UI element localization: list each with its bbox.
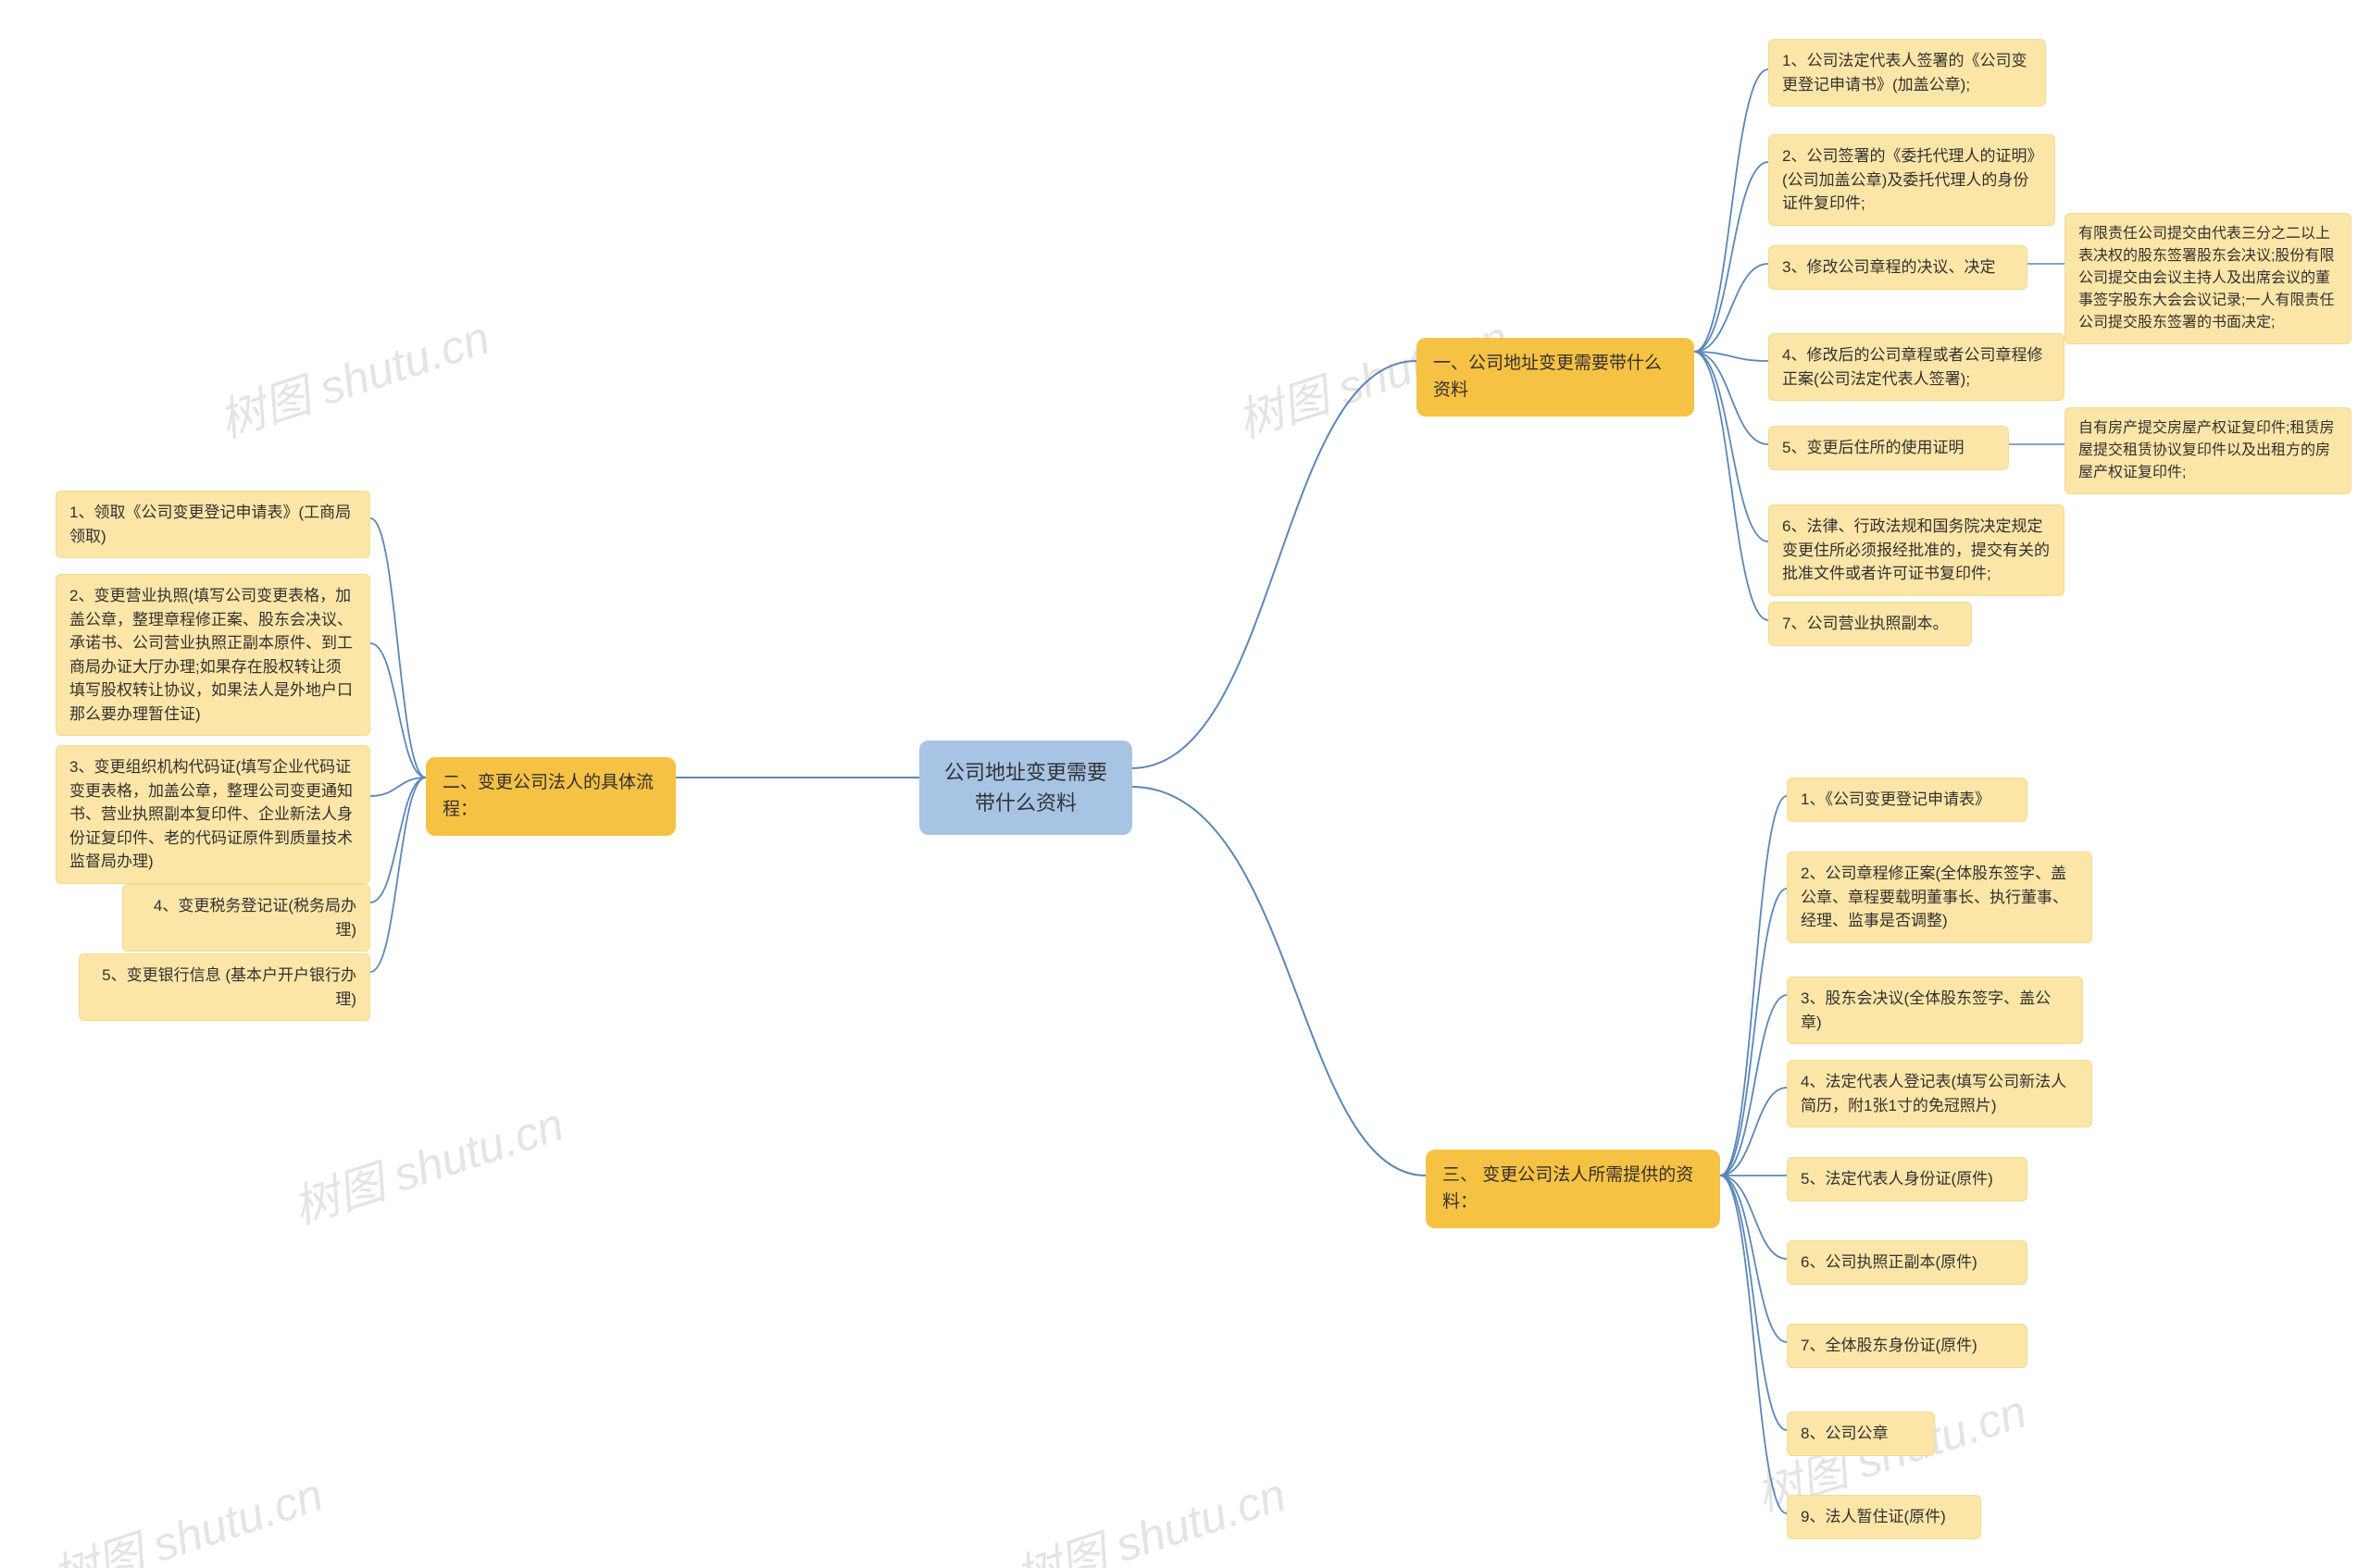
b2-leaf-3: 3、变更组织机构代码证(填写企业代码证变更表格，加盖公章，整理公司变更通知书、营… <box>56 745 370 884</box>
branch-3: 三、 变更公司法人所需提供的资料： <box>1426 1150 1720 1228</box>
b3-leaf-6-text: 6、公司执照正副本(原件) <box>1801 1253 1977 1271</box>
watermark: 树图 shutu.cn <box>1005 1458 1292 1568</box>
b3-leaf-3: 3、股东会决议(全体股东签字、盖公章) <box>1787 977 2083 1044</box>
b3-leaf-1-text: 1、《公司变更登记申请表》 <box>1801 790 1990 808</box>
b2-leaf-2-text: 2、变更营业执照(填写公司变更表格，加盖公章，整理章程修正案、股东会决议、承诺书… <box>69 587 353 723</box>
b3-leaf-8-text: 8、公司公章 <box>1801 1425 1888 1442</box>
branch-2: 二、变更公司法人的具体流程： <box>426 757 676 836</box>
b2-leaf-2: 2、变更营业执照(填写公司变更表格，加盖公章，整理章程修正案、股东会决议、承诺书… <box>56 574 370 736</box>
b3-leaf-5: 5、法定代表人身份证(原件) <box>1787 1157 2027 1201</box>
b1-leaf-7: 7、公司营业执照副本。 <box>1768 602 1972 646</box>
b1-leaf-3-text: 3、修改公司章程的决议、决定 <box>1782 258 1995 276</box>
watermark: 树图 shutu.cn <box>283 1088 570 1238</box>
b3-leaf-4-text: 4、法定代表人登记表(填写公司新法人简历，附1张1寸的免冠照片) <box>1801 1073 2066 1114</box>
b2-leaf-4: 4、变更税务登记证(税务局办理) <box>122 884 370 952</box>
b3-leaf-3-text: 3、股东会决议(全体股东签字、盖公章) <box>1801 989 2051 1031</box>
b1-leaf-3: 3、修改公司章程的决议、决定 <box>1768 245 2027 290</box>
b1-leaf-2-text: 2、公司签署的《委托代理人的证明》(公司加盖公章)及委托代理人的身份证件复印件; <box>1782 147 2035 212</box>
branch-2-label: 二、变更公司法人的具体流程： <box>443 773 654 819</box>
watermark: 树图 shutu.cn <box>209 301 496 451</box>
b1-leaf-5-sub: 自有房产提交房屋产权证复印件;租赁房屋提交租赁协议复印件以及出租方的房屋产权证复… <box>2064 407 2351 494</box>
b2-leaf-1-text: 1、领取《公司变更登记申请表》(工商局领取) <box>69 504 351 545</box>
b3-leaf-7-text: 7、全体股东身份证(原件) <box>1801 1337 1977 1354</box>
branch-1-label: 一、公司地址变更需要带什么资料 <box>1433 354 1662 400</box>
b1-leaf-3-sub-text: 有限责任公司提交由代表三分之二以上表决权的股东签署股东会决议;股份有限公司提交由… <box>2078 226 2334 330</box>
b3-leaf-4: 4、法定代表人登记表(填写公司新法人简历，附1张1寸的免冠照片) <box>1787 1060 2092 1127</box>
root-node: 公司地址变更需要带什么资料 <box>919 740 1132 835</box>
b3-leaf-7: 7、全体股东身份证(原件) <box>1787 1324 2027 1368</box>
b2-leaf-5-text: 5、变更银行信息 (基本户开户银行办理) <box>102 966 356 1008</box>
branch-3-label: 三、 变更公司法人所需提供的资料： <box>1442 1165 1693 1212</box>
b1-leaf-1-text: 1、公司法定代表人签署的《公司变更登记申请书》(加盖公章); <box>1782 52 2027 93</box>
root-label: 公司地址变更需要带什么资料 <box>944 761 1107 815</box>
b3-leaf-1: 1、《公司变更登记申请表》 <box>1787 778 2027 822</box>
b1-leaf-5-text: 5、变更后住所的使用证明 <box>1782 439 1964 456</box>
b3-leaf-2-text: 2、公司章程修正案(全体股东签字、盖公章、章程要载明董事长、执行董事、经理、监事… <box>1801 865 2068 929</box>
b1-leaf-6-text: 6、法律、行政法规和国务院决定规定变更住所必须报经批准的，提交有关的批准文件或者… <box>1782 517 2050 582</box>
b3-leaf-6: 6、公司执照正副本(原件) <box>1787 1240 2027 1285</box>
b1-leaf-3-sub: 有限责任公司提交由代表三分之二以上表决权的股东签署股东会决议;股份有限公司提交由… <box>2064 213 2351 344</box>
b1-leaf-6: 6、法律、行政法规和国务院决定规定变更住所必须报经批准的，提交有关的批准文件或者… <box>1768 504 2064 596</box>
b1-leaf-4-text: 4、修改后的公司章程或者公司章程修正案(公司法定代表人签署); <box>1782 346 2042 388</box>
b3-leaf-9: 9、法人暂住证(原件) <box>1787 1495 1981 1539</box>
b1-leaf-5-sub-text: 自有房产提交房屋产权证复印件;租赁房屋提交租赁协议复印件以及出租方的房屋产权证复… <box>2078 420 2334 480</box>
watermark: 树图 shutu.cn <box>43 1458 330 1568</box>
b2-leaf-3-text: 3、变更组织机构代码证(填写企业代码证变更表格，加盖公章，整理公司变更通知书、营… <box>69 758 353 870</box>
b2-leaf-4-text: 4、变更税务登记证(税务局办理) <box>154 897 356 939</box>
b2-leaf-1: 1、领取《公司变更登记申请表》(工商局领取) <box>56 491 370 558</box>
b1-leaf-7-text: 7、公司营业执照副本。 <box>1782 615 1948 632</box>
b1-leaf-5: 5、变更后住所的使用证明 <box>1768 426 2009 470</box>
branch-1: 一、公司地址变更需要带什么资料 <box>1416 338 1694 417</box>
b1-leaf-2: 2、公司签署的《委托代理人的证明》(公司加盖公章)及委托代理人的身份证件复印件; <box>1768 134 2055 226</box>
b1-leaf-1: 1、公司法定代表人签署的《公司变更登记申请书》(加盖公章); <box>1768 39 2046 106</box>
b3-leaf-9-text: 9、法人暂住证(原件) <box>1801 1508 1946 1525</box>
b3-leaf-5-text: 5、法定代表人身份证(原件) <box>1801 1170 1993 1188</box>
b2-leaf-5: 5、变更银行信息 (基本户开户银行办理) <box>79 953 370 1021</box>
b1-leaf-4: 4、修改后的公司章程或者公司章程修正案(公司法定代表人签署); <box>1768 333 2064 401</box>
b3-leaf-8: 8、公司公章 <box>1787 1412 1935 1456</box>
b3-leaf-2: 2、公司章程修正案(全体股东签字、盖公章、章程要载明董事长、执行董事、经理、监事… <box>1787 852 2092 943</box>
